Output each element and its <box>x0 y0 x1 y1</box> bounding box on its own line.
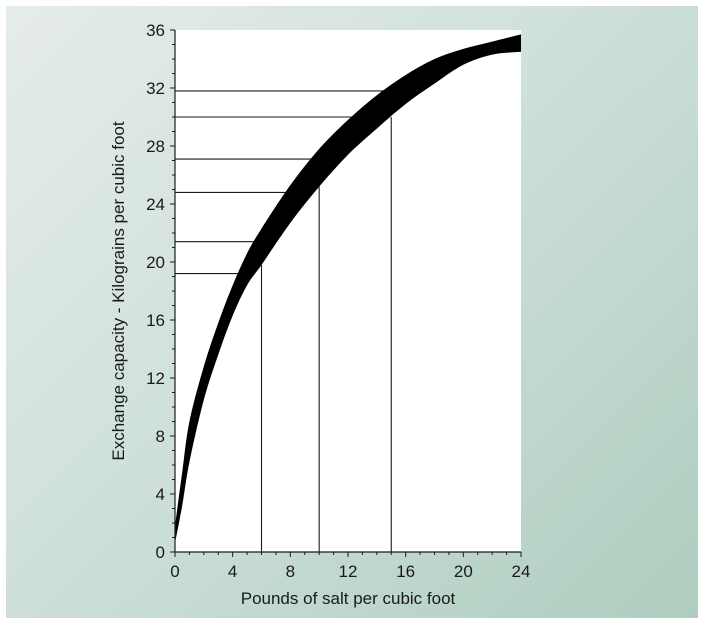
x-axis-title: Pounds of salt per cubic foot <box>241 589 456 608</box>
x-tick-label: 16 <box>396 562 415 581</box>
x-tick-label: 4 <box>228 562 237 581</box>
reference-lines <box>175 90 392 552</box>
y-tick-label: 12 <box>146 369 165 388</box>
y-tick-label: 16 <box>146 311 165 330</box>
y-tick-label: 24 <box>146 195 165 214</box>
x-tick-label: 8 <box>286 562 295 581</box>
y-tick-label: 8 <box>156 427 165 446</box>
y-tick-label: 20 <box>146 253 165 272</box>
x-axis-ticks: 0 4 8 12 16 20 24 <box>170 552 530 581</box>
y-tick-label: 0 <box>156 543 165 562</box>
x-tick-label: 24 <box>512 562 531 581</box>
y-tick-label: 32 <box>146 79 165 98</box>
x-tick-label: 12 <box>339 562 358 581</box>
y-axis-title: Exchange capacity - Kilograins per cubic… <box>109 121 128 461</box>
x-tick-label: 0 <box>170 562 179 581</box>
x-tick-label: 20 <box>454 562 473 581</box>
plot-area <box>175 30 521 552</box>
y-tick-label: 28 <box>146 137 165 156</box>
y-tick-label: 4 <box>156 485 165 504</box>
y-axis-ticks: 0 4 8 12 16 20 24 28 32 36 <box>146 21 175 562</box>
y-tick-label: 36 <box>146 21 165 40</box>
capacity-band <box>175 34 521 544</box>
